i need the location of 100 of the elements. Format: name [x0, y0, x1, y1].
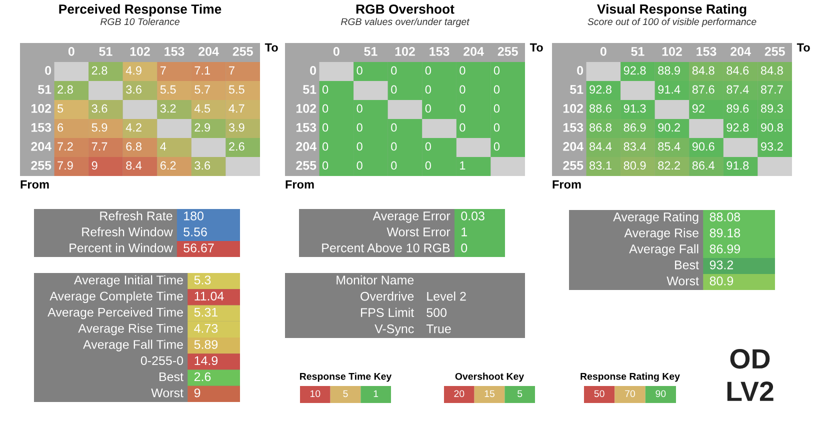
text: From [286, 180, 314, 189]
text: Worst [666, 276, 699, 286]
data-label: 0 [494, 85, 500, 94]
data-label: 2.8 [58, 85, 73, 94]
text: 90 [656, 390, 666, 398]
data-label: 86.4 [692, 161, 715, 170]
data-label: 0 [494, 142, 500, 151]
text: Best [675, 260, 699, 270]
data-label: 92.8 [726, 123, 749, 132]
data-label: 0 [391, 66, 397, 75]
chart-title: RGB Overshoot [356, 4, 454, 14]
data-label: 0 [356, 161, 362, 170]
data-label: 0 [322, 123, 328, 132]
x-axis-title: To [796, 43, 810, 52]
data-label: 4.5 [194, 104, 210, 113]
data-label: 90.8 [761, 123, 783, 132]
data-label: 92 [692, 104, 704, 113]
data-label: 84.8 [760, 66, 783, 75]
x-tick-label: 102 [130, 47, 150, 56]
data-label: 8.4 [126, 161, 142, 170]
data-label: 4.9 [126, 66, 142, 75]
y-tick-label: 0 [45, 66, 52, 75]
data-label: 93.2 [761, 142, 783, 151]
category-label: 14.9 [194, 356, 218, 366]
text: From [552, 180, 581, 189]
y-tick-label: 0 [310, 66, 316, 75]
data-label: 88.9 [658, 66, 680, 75]
y-tick-label: 204 [563, 142, 584, 151]
data-label: 87.4 [726, 85, 749, 94]
text: Response Rating Key [580, 372, 680, 382]
data-label: 0 [391, 142, 397, 151]
text: 20 [454, 390, 464, 398]
category-label: 89.18 [710, 228, 740, 238]
data-label: 0 [460, 123, 466, 132]
x-tick-label: 204 [730, 47, 751, 56]
text: Average Rise [624, 228, 698, 240]
data-label: 91.4 [658, 85, 680, 94]
y-tick-label: 255 [31, 161, 52, 170]
data-label: 7.9 [58, 161, 73, 170]
y-tick-label: 204 [31, 142, 52, 151]
data-label: 4.7 [228, 104, 244, 113]
category-label: 93.2 [710, 260, 734, 270]
text: Average Error [372, 212, 450, 223]
text: Percent Above 10 RGB [322, 243, 450, 252]
data-label: 86.9 [624, 123, 646, 132]
data-label: 91.3 [624, 104, 646, 113]
x-tick-label: 153 [696, 47, 716, 56]
text: Average Rating [613, 212, 698, 224]
text: Overdrive [360, 292, 414, 301]
data-label: 84.4 [590, 142, 612, 151]
data-label: 84.8 [692, 66, 714, 75]
y-tick-label: 153 [31, 123, 52, 132]
data-label: 5.7 [194, 85, 210, 94]
data-label: 0 [425, 142, 431, 151]
x-tick-label: 0 [333, 47, 340, 56]
data-label: 0 [425, 104, 431, 113]
text: Worst Error [386, 228, 450, 236]
data-label: 0 [322, 142, 328, 151]
data-label: 87.7 [760, 85, 783, 94]
category-label: True [426, 324, 451, 334]
data-label: 3.6 [126, 85, 142, 94]
category-label: 1 [462, 228, 467, 236]
x-tick-label: 0 [68, 47, 74, 56]
chart-title: Visual Response Rating [597, 4, 746, 16]
data-label: 4 [160, 142, 166, 151]
category-label: 86.99 [710, 244, 740, 254]
category-label: 80.9 [710, 276, 734, 286]
data-label: 0 [356, 142, 362, 151]
text: 5 [518, 390, 522, 398]
category-label: Level 2 [427, 292, 466, 301]
x-tick-label: 51 [99, 47, 112, 56]
chart-subtitle: Score out of 100 of visible performance [588, 18, 756, 28]
data-label: 0 [460, 66, 466, 75]
data-label: 0 [425, 85, 431, 94]
y-tick-label: 153 [563, 123, 584, 132]
data-label: 3.2 [160, 104, 176, 113]
data-label: 82.2 [658, 161, 680, 170]
text: FPS Limit [361, 308, 414, 317]
data-label: 0 [356, 66, 362, 75]
text: 50 [594, 390, 604, 398]
x-tick-label: 255 [764, 47, 785, 56]
data-label: 87.6 [692, 85, 714, 94]
text: From [20, 180, 49, 189]
category-label: 5.89 [194, 340, 218, 349]
category-label: 180 [184, 212, 204, 220]
data-label: 7.1 [194, 66, 210, 75]
category-label: 9 [194, 388, 200, 398]
text: Overshoot Key [455, 372, 524, 382]
data-label: 3.6 [92, 104, 108, 113]
text: Percent in Window [70, 243, 173, 252]
data-label: 0 [494, 66, 500, 75]
text: Average Initial Time [74, 275, 183, 287]
data-label: 6 [58, 123, 64, 132]
data-label: 0 [356, 123, 362, 132]
data-label: 3.9 [228, 123, 244, 132]
x-tick-label: 102 [662, 47, 682, 56]
text: 5 [343, 390, 348, 398]
data-label: 0 [322, 104, 328, 113]
category-label: 0.03 [461, 212, 484, 220]
data-label: 7 [229, 66, 234, 75]
